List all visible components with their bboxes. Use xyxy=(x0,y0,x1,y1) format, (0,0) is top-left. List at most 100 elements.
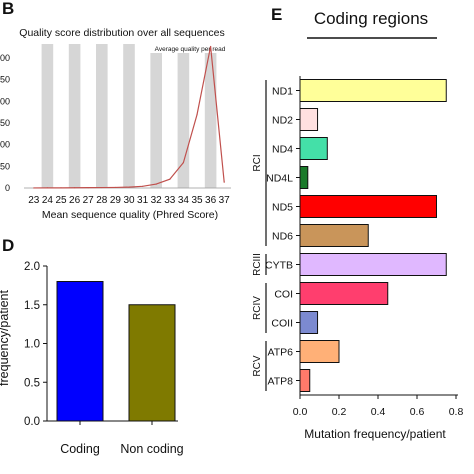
panel-b-axes: 300 250 200 150 100 50 0 2324252627282930313233… xyxy=(0,45,231,206)
line-point xyxy=(223,181,225,183)
grid-band xyxy=(96,44,108,188)
x-tick-label: 0.2 xyxy=(332,406,347,418)
line-point xyxy=(60,187,62,189)
group-label-rci: RCI xyxy=(252,154,263,171)
y-tick-label: ND2 xyxy=(272,115,293,127)
line-point xyxy=(114,186,116,189)
y-tick-label: 2.0 xyxy=(24,261,40,273)
grid-band xyxy=(68,44,81,188)
grid-band xyxy=(150,44,162,188)
bar-non-coding xyxy=(128,304,176,422)
x-tick-label: 0.8 xyxy=(449,406,464,418)
panel-e-axes: 0.0 0.2 0.4 0.6 0.8 ND1 ND2 ND4 ND4L ND5 ND6 CYTB CO… xyxy=(252,76,463,418)
line-point xyxy=(128,186,130,188)
x-tick-label: Coding xyxy=(60,442,100,456)
y-tick-label: ND1 xyxy=(272,86,293,98)
bar-coding xyxy=(56,281,104,422)
y-tick-label: ND5 xyxy=(272,202,293,214)
grid-band xyxy=(204,44,217,188)
grid-band xyxy=(123,44,135,188)
panel-b-xlabel: Mean sequence quality (Phred Score) xyxy=(42,209,218,221)
panel-e: E Coding regions 0.0 0.2 0.4 0.6 0.8 ND1 ND2 ND… xyxy=(252,5,463,441)
group-label-rciii: RCIII xyxy=(252,253,263,276)
line-point xyxy=(155,183,157,185)
line-point xyxy=(87,187,89,189)
x-tick-label: 32 xyxy=(151,195,163,206)
line-point xyxy=(210,45,212,48)
line-point xyxy=(46,187,49,189)
panel-d-ylabel: frequency/patient xyxy=(0,290,11,386)
y-tick-label: ATP6 xyxy=(268,347,294,359)
x-tick-label: 27 xyxy=(83,195,95,206)
y-tick-label: 100 xyxy=(0,140,10,150)
line-point xyxy=(182,162,184,164)
bar-nd5 xyxy=(299,195,437,218)
y-tick-label: 1.5 xyxy=(24,300,40,312)
x-tick-label: 0.0 xyxy=(293,406,308,418)
y-tick-label: CYTB xyxy=(265,260,293,272)
panel-d: D frequency/patient 0.0 0.5 1.0 1.5 2.0 Codin… xyxy=(0,236,184,456)
panel-e-xlabel: Mutation frequency/patient xyxy=(304,427,446,441)
x-tick-label: 26 xyxy=(69,195,81,206)
y-tick-label: 0 xyxy=(5,183,10,193)
y-tick-label: 150 xyxy=(0,118,10,128)
y-tick-label: COI xyxy=(274,289,293,301)
y-tick-label: ND4 xyxy=(272,144,293,156)
y-tick-label: 0.0 xyxy=(24,416,40,428)
line-point xyxy=(142,185,144,187)
panel-d-letter: D xyxy=(2,236,14,255)
x-tick-label: 34 xyxy=(178,195,190,206)
bar-coi xyxy=(299,282,389,305)
bar-nd4 xyxy=(299,137,328,160)
bar-nd2 xyxy=(299,108,319,131)
legend-label: Average quality per read xyxy=(155,46,226,53)
line-point xyxy=(33,187,35,189)
line-point xyxy=(101,186,103,189)
bar-atp8 xyxy=(299,369,311,392)
legend-box xyxy=(150,43,230,53)
bar-nd6 xyxy=(299,224,369,247)
line-point xyxy=(196,114,198,116)
y-tick-label: COII xyxy=(271,318,293,330)
grid-band xyxy=(41,44,54,188)
bar-nd1 xyxy=(299,79,447,102)
y-tick-label: 1.0 xyxy=(24,339,40,351)
x-tick-label: 0.4 xyxy=(371,406,386,418)
panel-b-letter: B xyxy=(2,0,14,18)
line-point xyxy=(74,187,76,189)
y-tick-label: 200 xyxy=(0,96,10,106)
panel-b-grid-bands xyxy=(41,44,217,188)
y-tick-label: ND4L xyxy=(266,173,293,185)
y-tick-label: ND6 xyxy=(272,231,293,243)
x-tick-label: 30 xyxy=(123,195,135,206)
bar-atp6 xyxy=(299,340,340,363)
y-tick-label: 0.5 xyxy=(24,377,40,389)
bar-nd4l xyxy=(299,166,309,189)
panel-b: B Quality score distribution over all se… xyxy=(0,0,231,221)
x-tick-label: 0.6 xyxy=(410,406,425,418)
x-tick-label: Non coding xyxy=(120,442,183,456)
x-tick-label: 24 xyxy=(42,195,54,206)
bar-coii xyxy=(299,311,319,334)
line-point xyxy=(169,178,171,180)
bar-cytb xyxy=(299,253,447,276)
y-tick-label: ATP8 xyxy=(268,376,294,388)
x-tick-label: 23 xyxy=(28,195,40,206)
x-tick-label: 28 xyxy=(96,195,108,206)
x-tick-label: 36 xyxy=(205,195,217,206)
panel-b-title: Quality score distribution over all sequ… xyxy=(19,27,224,39)
x-tick-label: 31 xyxy=(137,195,149,206)
group-label-rciv: RCIV xyxy=(252,296,263,320)
x-tick-label: 25 xyxy=(55,195,67,206)
panel-d-axes: 0.0 0.5 1.0 1.5 2.0 Coding Non coding xyxy=(24,261,184,456)
x-tick-label: 35 xyxy=(191,195,203,206)
x-tick-label: 29 xyxy=(110,195,122,206)
grid-band xyxy=(177,44,190,188)
panel-e-title: Coding regions xyxy=(314,9,428,28)
y-tick-label: 250 xyxy=(0,75,10,85)
x-tick-label: 33 xyxy=(164,195,176,206)
group-label-rcv: RCV xyxy=(252,355,263,376)
panel-e-letter: E xyxy=(271,5,282,24)
y-tick-label: 50 xyxy=(0,161,10,171)
